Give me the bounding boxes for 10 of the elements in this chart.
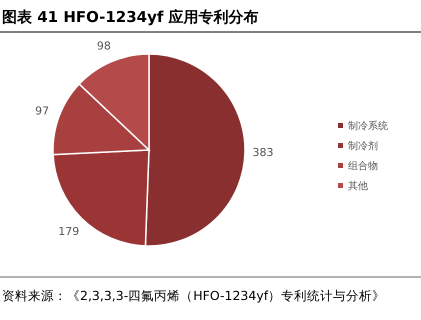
legend-label: 其他 [348,180,368,192]
legend-label: 组合物 [348,160,378,172]
data-label: 179 [58,225,80,238]
data-label: 97 [35,104,50,118]
chart-title: 图表 41 HFO-1234yf 应用专利分布 [2,8,259,26]
data-label: 383 [252,146,274,160]
legend-label: 制冷剂 [348,140,378,152]
legend-label: 制冷系统 [348,120,388,132]
data-label: 98 [96,39,111,52]
text: 资料来源：《2,3,3,3-四氟丙烯（HFO-1234yf）专利统计与分析》 [2,288,386,303]
